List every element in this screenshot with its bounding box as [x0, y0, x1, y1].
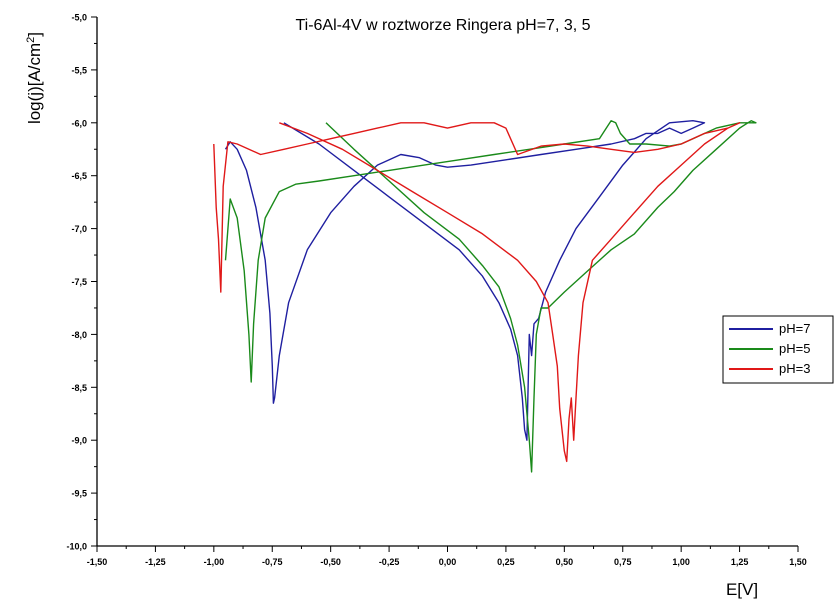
series-line-ph-3	[213, 122, 741, 463]
legend-label: pH=3	[779, 361, 810, 376]
y-tick-label: -7,5	[71, 277, 87, 287]
legend-label: pH=5	[779, 341, 810, 356]
y-tick-label: -7,0	[71, 224, 87, 234]
y-tick-label: -6,5	[71, 171, 87, 181]
x-tick-label: 1,00	[672, 557, 690, 567]
x-tick-label: -1,25	[145, 557, 166, 567]
series-layer	[213, 119, 757, 473]
x-tick-label: 1,50	[789, 557, 807, 567]
x-tick-label: 0,50	[556, 557, 574, 567]
y-tick-label: -10,0	[66, 542, 87, 552]
x-tick-label: -1,00	[204, 557, 225, 567]
y-axis-title: log(j)[A/cm2]	[25, 32, 44, 124]
x-tick-label: 0,75	[614, 557, 632, 567]
y-tick-label: -6,0	[71, 118, 87, 128]
series-line-ph-5	[224, 119, 757, 473]
tick-labels: -1,50 -1,25 -1,00 -0,75 -0,50 -0,25 0,00 0,25 0,…	[66, 13, 806, 568]
y-axis-title-end: ]	[25, 32, 44, 37]
legend: pH=7 pH=5 pH=3	[722, 315, 834, 384]
x-tick-label: -1,50	[87, 557, 108, 567]
y-tick-label: -5,5	[71, 65, 87, 75]
y-tick-label: -8,5	[71, 383, 87, 393]
chart-title: Ti-6Al-4V w roztworze Ringera pH=7, 3, 5	[295, 17, 590, 34]
x-tick-label: 1,25	[731, 557, 749, 567]
tick-marks	[91, 16, 799, 552]
y-tick-label: -9,5	[71, 489, 87, 499]
legend-label: pH=7	[779, 321, 810, 336]
x-axis-title: E[V]	[726, 580, 758, 599]
y-tick-label: -5,0	[71, 13, 87, 23]
y-tick-label: -9,0	[71, 436, 87, 446]
x-tick-label: 0,25	[497, 557, 515, 567]
y-axis-title-main: log(j)[A/cm	[25, 43, 44, 124]
x-tick-label: 0,00	[439, 557, 457, 567]
x-tick-label: -0,75	[262, 557, 283, 567]
x-tick-label: -0,50	[320, 557, 341, 567]
y-tick-label: -8,0	[71, 330, 87, 340]
x-tick-label: -0,25	[379, 557, 400, 567]
series-line-ph-7	[224, 119, 706, 441]
y-axis-title-superscript: 2	[25, 37, 37, 43]
